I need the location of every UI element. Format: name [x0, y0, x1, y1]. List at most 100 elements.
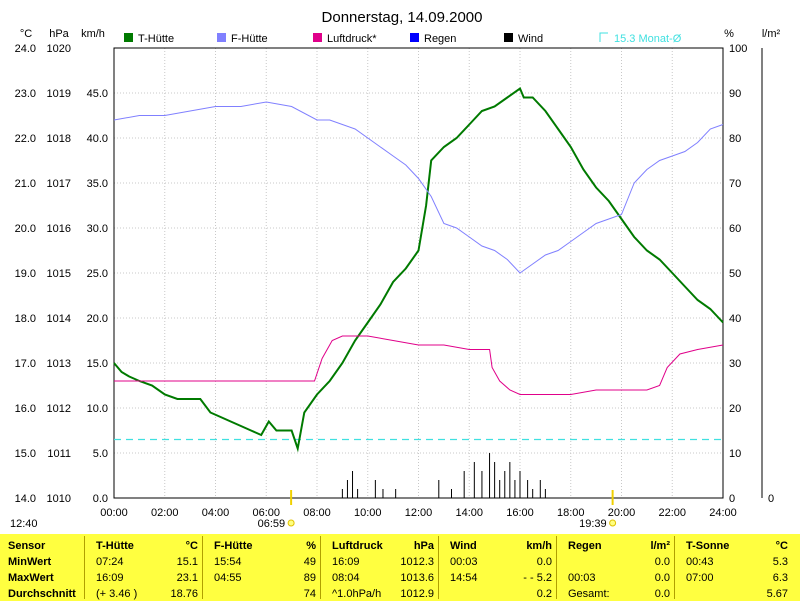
- row-label-min: MinWert: [8, 556, 52, 568]
- row-label-sensor: Sensor: [8, 540, 46, 552]
- wind-tick-label: 35.0: [87, 178, 108, 190]
- temp-tick-label: 16.0: [15, 403, 36, 415]
- summary-separator: [674, 536, 675, 599]
- summary-header: Wind: [450, 540, 477, 552]
- legend-swatch: [124, 33, 133, 42]
- x-tick-label: 18:00: [557, 507, 585, 519]
- sun-marker-label: 19:39: [579, 518, 607, 530]
- pressure-tick-label: 1010: [47, 493, 71, 505]
- row-label-avg: Durchschnitt: [8, 588, 76, 600]
- temp-tick-label: 19.0: [15, 268, 36, 280]
- summary-min-time: 16:09: [332, 556, 360, 568]
- sun-markers: 06:59 19:39: [258, 490, 617, 530]
- summary-max-value: 89: [303, 572, 316, 584]
- pressure-tick-label: 1018: [47, 133, 71, 145]
- temp-tick-label: 20.0: [15, 223, 36, 235]
- sun-marker-label: 06:59: [258, 518, 286, 530]
- summary-unit: °C: [775, 540, 788, 552]
- humidity-tick-label: 100: [729, 43, 747, 55]
- summary-separator: [438, 536, 439, 599]
- summary-avg-value: 0.2: [536, 588, 552, 600]
- chart-title: Donnerstag, 14.09.2000: [322, 9, 483, 26]
- temp-tick-label: 22.0: [15, 133, 36, 145]
- plot-frame: [113, 47, 724, 499]
- t-h-tte-line: [113, 86, 724, 453]
- wind-tick-label: 25.0: [87, 268, 108, 280]
- summary-min-time: 15:54: [214, 556, 242, 568]
- pressure-tick-label: 1017: [47, 178, 71, 190]
- summary-max-time: 08:04: [332, 572, 360, 584]
- x-tick-label: 08:00: [303, 507, 331, 519]
- wind-tick-label: 30.0: [87, 223, 108, 235]
- axes: 24.0 23.0 22.0 21.0 20.0 19.0 18.0 17.0 16.0 15.0…: [15, 43, 775, 519]
- summary-table: Sensor MinWert MaxWert Durchschnitt T-Hü…: [0, 534, 800, 601]
- pressure-axis-unit: hPa: [49, 28, 69, 40]
- humidity-tick-label: 30: [729, 358, 741, 370]
- humidity-tick-label: 50: [729, 268, 741, 280]
- summary-min-value: 0.0: [654, 556, 670, 568]
- humidity-tick-label: 70: [729, 178, 741, 190]
- summary-max-value: 0.0: [654, 572, 670, 584]
- temp-tick-label: 14.0: [15, 493, 36, 505]
- x-tick-label: 10:00: [354, 507, 382, 519]
- summary-header: Luftdruck: [332, 540, 383, 552]
- summary-unit: %: [306, 540, 316, 552]
- f-h-tte-line: [113, 101, 724, 274]
- series: [113, 86, 724, 498]
- summary-min-time: 00:03: [450, 556, 478, 568]
- luftdruck--line: [114, 335, 724, 395]
- pressure-tick-label: 1012: [47, 403, 71, 415]
- wind-tick-label: 10.0: [87, 403, 108, 415]
- monat-avg-label: 15.3 Monat-Ø: [614, 33, 682, 45]
- wind-tick-label: 0.0: [93, 493, 108, 505]
- legend-swatch: [217, 33, 226, 42]
- summary-max-time: 04:55: [214, 572, 242, 584]
- summary-header: Regen: [568, 540, 602, 552]
- temp-tick-label: 18.0: [15, 313, 36, 325]
- legend-swatch: [313, 33, 322, 42]
- legend-label: Regen: [424, 33, 456, 45]
- summary-unit: °C: [185, 540, 198, 552]
- humidity-tick-label: 80: [729, 133, 741, 145]
- pressure-tick-label: 1013: [47, 358, 71, 370]
- legend: T-Hütte F-Hütte Luftdruck* Regen Wind: [124, 33, 543, 45]
- humidity-tick-label: 0: [729, 493, 735, 505]
- x-tick-label: 24:00: [709, 507, 737, 519]
- summary-separator: [556, 536, 557, 599]
- sun-marker-dot: [287, 519, 295, 527]
- humidity-tick-label: 20: [729, 403, 741, 415]
- wind-tick-label: 45.0: [87, 88, 108, 100]
- pressure-tick-label: 1015: [47, 268, 71, 280]
- legend-swatch: [504, 33, 513, 42]
- summary-max-value: 23.1: [176, 572, 198, 584]
- row-label-max: MaxWert: [8, 572, 54, 584]
- legend-swatch: [410, 33, 419, 42]
- summary-avg-value: 1012.9: [400, 588, 434, 600]
- summary-unit: l/m²: [650, 540, 670, 552]
- summary-max-time: 07:00: [686, 572, 714, 584]
- x-tick-label: 14:00: [455, 507, 483, 519]
- summary-avg-value: 5.67: [766, 588, 788, 600]
- sun-marker-dot: [609, 519, 617, 527]
- summary-max-time: 14:54: [450, 572, 478, 584]
- temp-tick-label: 24.0: [15, 43, 36, 55]
- x-tick-label: 04:00: [202, 507, 230, 519]
- summary-min-value: 0.0: [536, 556, 552, 568]
- weather-chart: Donnerstag, 14.09.2000 °C hPa km/h % l/m…: [10, 9, 781, 530]
- pressure-tick-label: 1016: [47, 223, 71, 235]
- wind-tick-label: 20.0: [87, 313, 108, 325]
- summary-min-value: 5.3: [772, 556, 788, 568]
- summary-max-time: 16:09: [96, 572, 124, 584]
- summary-min-value: 15.1: [176, 556, 198, 568]
- x-tick-label: 00:00: [100, 507, 128, 519]
- summary-header: F-Hütte: [214, 540, 253, 552]
- summary-header: T-Sonne: [686, 540, 730, 552]
- summary-avg-value: 0.0: [654, 588, 670, 600]
- summary-min-time: 07:24: [96, 556, 124, 568]
- wind-tick-label: 15.0: [87, 358, 108, 370]
- x-tick-label: 20:00: [608, 507, 636, 519]
- humidity-axis-unit: %: [724, 28, 734, 40]
- x-tick-label: 06:00: [252, 507, 280, 519]
- x-tick-label: 02:00: [151, 507, 179, 519]
- x-tick-label: 22:00: [658, 507, 686, 519]
